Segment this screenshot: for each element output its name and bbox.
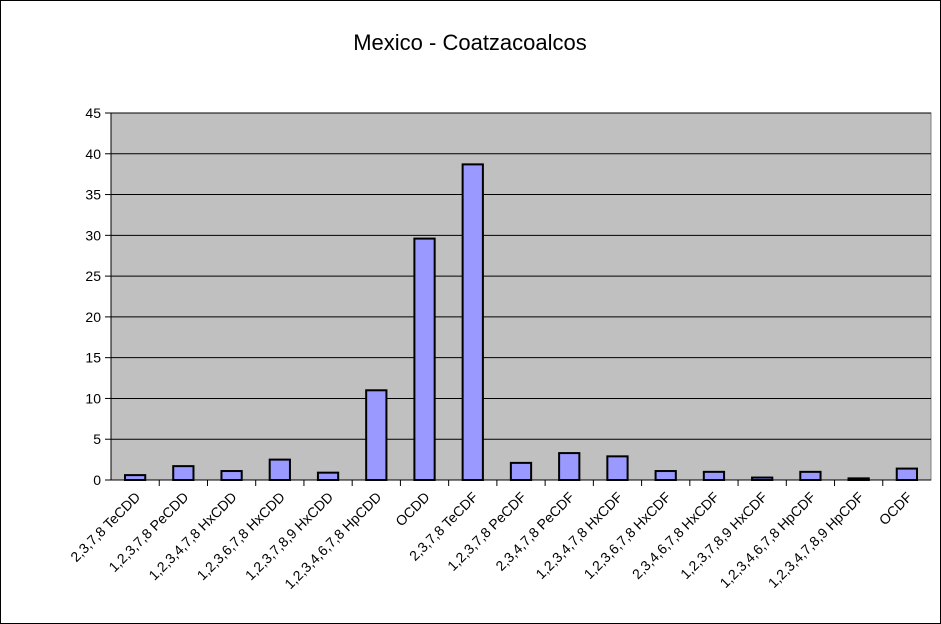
y-tick-label: 0: [93, 472, 101, 488]
y-tick-label: 5: [93, 431, 101, 447]
gridlines: [111, 112, 931, 481]
bar: [172, 465, 195, 482]
plot-area: [110, 112, 932, 481]
x-tick-label: 1,2,3,6,7,8 HxCDF: [581, 489, 674, 582]
bar: [461, 163, 484, 481]
bar: [702, 470, 726, 482]
x-tick-label: 1,2,3,4,7,8 HxCDF: [532, 489, 625, 582]
x-tick-label: 1,2,3,7,8,9 HxCDD: [242, 489, 336, 583]
bar: [123, 474, 147, 481]
x-tick-label: 1,2,3,4,6,7,8 HpCDD: [281, 489, 384, 592]
y-tick-label: 30: [85, 227, 101, 243]
bar: [268, 458, 291, 482]
y-tick-label: 25: [85, 268, 101, 284]
y-tick-label: 40: [85, 146, 101, 162]
bar: [799, 470, 822, 482]
x-tick-label: OCDF: [876, 489, 915, 528]
y-tick-labels: 0 5 10 15 20 25 30 35 40 45: [85, 105, 101, 488]
x-tick-label: 1,2,3,4,7,8,9 HpCDF: [765, 489, 867, 591]
y-tick-label: 15: [85, 350, 101, 366]
bar: [220, 470, 243, 482]
x-tick-label: 2,3,4,6,7,8 HxCDF: [629, 489, 722, 582]
x-tick-label: 1,2,3,7,8,9 HxCDF: [677, 489, 770, 582]
y-tick-label: 20: [85, 309, 101, 325]
bar: [606, 455, 629, 481]
x-tick-label: OCDD: [392, 489, 432, 529]
bar: [365, 389, 388, 481]
bar: [316, 471, 340, 482]
bar: [654, 470, 677, 482]
bar: [509, 461, 533, 481]
bar: [413, 237, 436, 481]
bars: [123, 163, 919, 482]
x-tick-label: 1,2,3,6,7,8 HxCDD: [194, 489, 288, 583]
y-tick-label: 45: [85, 105, 101, 121]
bar: [558, 452, 581, 482]
x-tick-label: 1,2,3,4,7,8 HxCDD: [145, 489, 239, 583]
y-tick-label: 10: [85, 390, 101, 406]
axes: [105, 112, 931, 486]
chart-title: Mexico - Coatzacoalcos: [353, 30, 587, 55]
y-tick-label: 35: [85, 187, 101, 203]
bar: [895, 467, 919, 481]
